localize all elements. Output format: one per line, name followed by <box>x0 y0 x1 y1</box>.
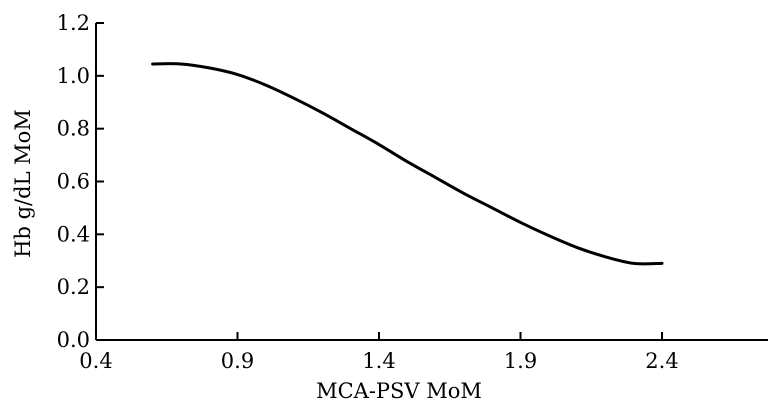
y-tick-label: 0.4 <box>57 222 90 246</box>
x-axis-label: MCA-PSV MoM <box>316 379 482 403</box>
x-tick-label: 0.4 <box>79 349 112 373</box>
y-axis-label: Hb g/dL MoM <box>11 109 35 258</box>
tick-labels: 0.4 0.9 1.4 1.9 2.4 0.0 0.2 0.4 0.6 0.8 1.0 1.2 <box>57 11 679 373</box>
axes <box>95 23 768 341</box>
series-line <box>151 62 664 266</box>
y-tick-label: 0.2 <box>57 275 90 299</box>
y-tick-label: 1.0 <box>57 64 90 88</box>
x-tick-label: 1.9 <box>504 349 537 373</box>
x-tick-label: 1.4 <box>362 349 395 373</box>
x-tick-label: 2.4 <box>645 349 678 373</box>
y-tick-label: 1.2 <box>57 11 90 35</box>
y-tick-label: 0.0 <box>57 328 90 352</box>
x-tick-label: 0.9 <box>221 349 254 373</box>
ticks <box>95 22 663 341</box>
series <box>151 62 664 266</box>
y-tick-label: 0.6 <box>57 170 90 194</box>
y-tick-label: 0.8 <box>57 117 90 141</box>
